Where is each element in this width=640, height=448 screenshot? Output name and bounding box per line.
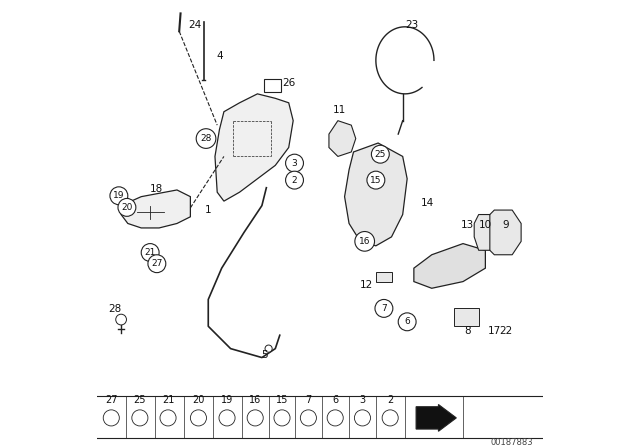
Circle shape [160,410,176,426]
Circle shape [367,171,385,189]
Text: 9: 9 [502,220,509,230]
FancyBboxPatch shape [264,79,281,92]
Text: 2: 2 [292,176,298,185]
Circle shape [371,145,389,163]
Text: 7: 7 [381,304,387,313]
Circle shape [219,410,235,426]
Circle shape [196,129,216,148]
Text: 8: 8 [464,326,471,336]
Circle shape [274,410,290,426]
Text: 4: 4 [216,51,223,61]
Text: 21: 21 [162,395,174,405]
Text: 00187883: 00187883 [491,438,534,447]
Circle shape [148,255,166,273]
Circle shape [300,410,316,426]
Polygon shape [414,244,485,288]
Polygon shape [121,190,190,228]
Text: 18: 18 [150,184,163,194]
Text: 5: 5 [261,350,268,360]
Polygon shape [215,94,293,201]
Circle shape [375,299,393,317]
Text: 16: 16 [249,395,261,405]
Circle shape [118,198,136,216]
Circle shape [382,410,398,426]
Circle shape [141,244,159,262]
Circle shape [265,345,272,352]
Text: 28: 28 [200,134,212,143]
Text: 15: 15 [370,176,381,185]
Text: 1: 1 [205,205,212,215]
Polygon shape [416,405,456,431]
Text: 27: 27 [105,395,118,405]
Text: 3: 3 [292,159,298,168]
Text: 20: 20 [121,203,132,212]
Circle shape [327,410,343,426]
Text: 26: 26 [282,78,295,88]
Text: 15: 15 [276,395,288,405]
FancyBboxPatch shape [376,272,392,282]
Text: 19: 19 [221,395,233,405]
Text: 28: 28 [108,304,121,314]
Circle shape [103,410,119,426]
Text: 25: 25 [374,150,386,159]
Text: 23: 23 [405,20,419,30]
Text: 11: 11 [333,104,346,115]
FancyBboxPatch shape [454,308,479,326]
Polygon shape [485,210,521,255]
Text: 19: 19 [113,191,125,200]
Polygon shape [329,121,356,156]
Circle shape [355,232,374,251]
Polygon shape [344,143,407,246]
Text: 14: 14 [420,198,434,208]
Text: 12: 12 [360,280,372,290]
Text: 10: 10 [479,220,492,230]
Text: 7: 7 [305,395,312,405]
Text: 25: 25 [134,395,146,405]
Circle shape [116,314,127,325]
Text: 6: 6 [404,317,410,326]
Text: 27: 27 [151,259,163,268]
Circle shape [190,410,207,426]
Circle shape [285,154,303,172]
Circle shape [285,171,303,189]
Text: 17: 17 [488,326,501,336]
Circle shape [110,187,128,205]
Polygon shape [474,215,490,250]
Circle shape [355,410,371,426]
Text: 20: 20 [192,395,205,405]
Text: 3: 3 [360,395,365,405]
Text: 22: 22 [499,326,512,336]
Text: 24: 24 [188,20,202,30]
Text: 6: 6 [332,395,339,405]
Text: 2: 2 [387,395,394,405]
Text: 16: 16 [359,237,371,246]
Circle shape [132,410,148,426]
Text: 21: 21 [145,248,156,257]
Circle shape [247,410,263,426]
Circle shape [398,313,416,331]
Text: 13: 13 [461,220,474,230]
